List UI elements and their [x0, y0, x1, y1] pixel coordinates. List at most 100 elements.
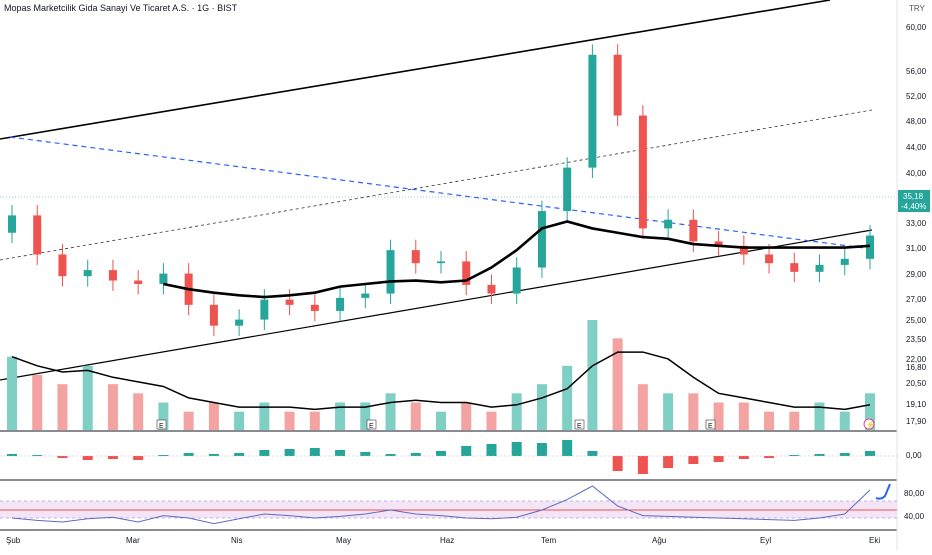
candle-body [664, 219, 673, 229]
candle-body [108, 270, 117, 281]
price-tick-label: 22,00 [906, 355, 927, 364]
macd-bar [284, 449, 295, 456]
macd-bar [688, 456, 699, 464]
dividend-marker[interactable]: ⚡ [863, 418, 875, 430]
macd-bar [587, 451, 598, 456]
svg-text:E: E [369, 423, 374, 430]
macd-group [0, 440, 897, 474]
candle-body [8, 215, 16, 233]
volume-bar [789, 411, 800, 430]
candle-group [8, 44, 874, 337]
volume-bar [865, 393, 875, 430]
candle-body [58, 254, 67, 277]
earnings-marker-4[interactable]: E [705, 419, 716, 430]
macd-bar [234, 453, 245, 456]
time-tick-label: Şub [6, 536, 21, 545]
macd-bar [764, 456, 775, 458]
macd-bar [562, 440, 573, 456]
earnings-marker-2[interactable]: E [366, 419, 377, 430]
macd-bar [133, 456, 144, 460]
macd-bar [663, 456, 674, 468]
candle-body [563, 167, 572, 212]
price-tick-label: 33,00 [906, 219, 927, 228]
volume-bar [536, 384, 547, 430]
dashed-trend-line [9, 136, 873, 250]
rsi-80-label: 80,00 [904, 489, 925, 498]
volume-bar [764, 411, 775, 430]
macd-bar [486, 444, 497, 456]
rsi-line [11, 485, 871, 525]
moving-average-line [163, 220, 871, 299]
candle-body [134, 280, 143, 284]
earnings-marker-3[interactable]: E [574, 419, 585, 430]
volume-bar [309, 411, 320, 430]
price-tick-label: 48,00 [906, 117, 927, 126]
earnings-marker-1[interactable]: E [156, 419, 167, 430]
volume-bar [32, 375, 43, 430]
candle-body [260, 299, 269, 320]
macd-bar [7, 454, 17, 456]
macd-bar [789, 455, 800, 456]
volume-bar [335, 402, 346, 430]
time-axis: Şub Mar Nis May Haz Tem Ağu Eyl Eki [6, 536, 880, 545]
candle-body [638, 115, 647, 229]
macd-bar [461, 446, 472, 456]
macd-bar [713, 456, 724, 462]
candle-body [83, 270, 92, 277]
rsi-check-mark [875, 483, 891, 500]
volume-bar [57, 384, 68, 430]
price-axis: 60,0056,0052,0048,0044,0040,0036,0033,00… [906, 23, 927, 426]
time-tick-label: Ağu [652, 536, 666, 545]
candle-body [487, 284, 496, 294]
dotted-midline [0, 109, 873, 261]
time-tick-label: Haz [440, 536, 454, 545]
volume-bar [738, 402, 749, 430]
macd-bar [865, 451, 875, 456]
volume-bar [587, 320, 598, 430]
macd-bar [335, 450, 346, 456]
macd-bar [309, 448, 320, 456]
macd-bar [360, 452, 371, 456]
volume-bar [107, 384, 118, 430]
candle-body [235, 319, 244, 326]
macd-bar [738, 456, 749, 459]
volume-bar [385, 393, 396, 430]
price-tick-label: 23,50 [906, 335, 927, 344]
volume-bar [234, 411, 245, 430]
svg-text:⚡: ⚡ [866, 420, 875, 429]
volume-bar [511, 393, 522, 430]
volume-bar [486, 411, 497, 430]
price-tick-label: 20,50 [906, 379, 927, 388]
last-price-tag [898, 190, 930, 212]
volume-bar [688, 393, 699, 430]
macd-zero-label: 0,00 [906, 451, 922, 460]
lower-channel-line [0, 229, 873, 381]
candle-body [336, 297, 345, 311]
candle-body [285, 299, 294, 305]
candle-body [840, 258, 849, 265]
macd-bar [183, 453, 194, 456]
macd-bar [107, 456, 118, 459]
time-tick-label: May [336, 536, 351, 545]
macd-bar [536, 443, 547, 456]
volume-bar [158, 402, 169, 430]
rsi-40-label: 40,00 [904, 512, 925, 521]
volume-bar [208, 402, 219, 430]
price-tick-label: 44,00 [906, 143, 927, 152]
macd-bar [82, 456, 93, 460]
volume-bar [7, 356, 17, 430]
volume-bar [82, 365, 93, 430]
candle-body [613, 54, 622, 116]
volume-bar [436, 411, 446, 430]
currency-label: TRY [909, 4, 925, 13]
macd-bar [57, 456, 68, 458]
macd-bar [612, 456, 623, 471]
candle-body [411, 250, 420, 264]
macd-bar [410, 453, 421, 456]
volume-bar [713, 402, 724, 430]
candle-body [815, 264, 824, 272]
macd-bar [637, 456, 648, 474]
time-tick-label: Eki [869, 536, 880, 545]
